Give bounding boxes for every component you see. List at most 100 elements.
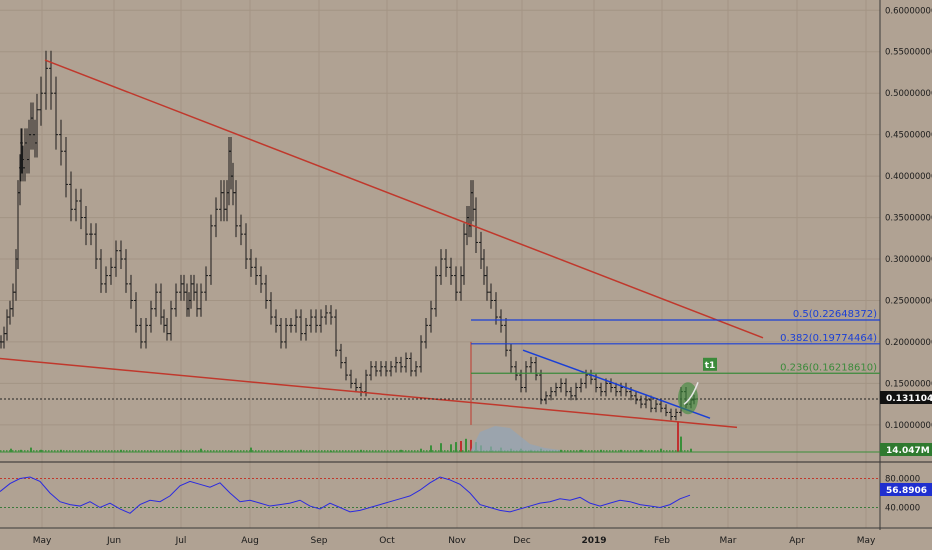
volume-bar-baseline — [615, 450, 617, 452]
volume-bar-baseline — [63, 450, 65, 452]
volume-bar-baseline — [228, 450, 230, 452]
volume-bar-baseline — [132, 450, 134, 452]
volume-bar — [460, 441, 462, 452]
volume-bar-baseline — [294, 450, 296, 452]
volume-bar-baseline — [267, 450, 269, 452]
volume-bar — [465, 438, 467, 452]
volume-bar — [450, 444, 452, 452]
time-tick-label: Apr — [789, 536, 805, 546]
volume-bar-baseline — [357, 450, 359, 452]
volume-label-bg — [880, 443, 932, 456]
time-tick-label: Nov — [448, 536, 466, 546]
volume-bar-baseline — [306, 450, 308, 452]
volume-bar-baseline — [0, 450, 2, 452]
volume-bar-baseline — [216, 450, 218, 452]
inner-trendline — [522, 349, 711, 419]
volume-bar-baseline — [282, 450, 284, 452]
volume-bar-baseline — [84, 450, 86, 452]
volume-bar-baseline — [279, 450, 281, 452]
volume-bar-baseline — [438, 450, 440, 452]
volume-bar-baseline — [138, 450, 140, 452]
volume-bar-baseline — [255, 450, 257, 452]
time-tick-label: Sep — [311, 536, 328, 546]
volume-bar-baseline — [345, 450, 347, 452]
volume-bar-baseline — [636, 450, 638, 452]
volume-bar-baseline — [225, 450, 227, 452]
rsi-label-bg — [880, 483, 932, 496]
volume-bar-baseline — [411, 450, 413, 452]
volume-bar-baseline — [174, 450, 176, 452]
volume-bar-baseline — [429, 450, 431, 452]
volume-bar-baseline — [405, 450, 407, 452]
volume-bar-baseline — [219, 450, 221, 452]
price-axis: 0.60000000 0.55000000 0.50000000 0.45000000… — [885, 6, 932, 513]
volume-bar-baseline — [159, 450, 161, 452]
volume-bar-baseline — [363, 450, 365, 452]
volume-bar — [470, 439, 472, 452]
volume-bar-baseline — [387, 450, 389, 452]
volume-bar-baseline — [93, 450, 95, 452]
volume-bar — [580, 449, 582, 452]
volume-bar-baseline — [291, 450, 293, 452]
volume-bar-baseline — [6, 450, 8, 452]
volume-bar-baseline — [639, 450, 641, 452]
time-tick-label: Mar — [720, 536, 737, 546]
volume-bar-baseline — [576, 450, 578, 452]
volume-bar — [430, 445, 432, 452]
volume-bar-baseline — [186, 450, 188, 452]
volume-bar — [250, 447, 252, 452]
upper-trendline — [44, 59, 764, 339]
breakout-arrow — [683, 382, 699, 405]
volume-bar — [90, 450, 92, 452]
volume-bar-baseline — [261, 450, 263, 452]
volume-bar-baseline — [312, 450, 314, 452]
rsi-tick-label: 40.0000 — [885, 504, 920, 514]
volume-bar-baseline — [624, 450, 626, 452]
time-tick-label: Feb — [654, 536, 670, 546]
price-tick-label: 0.45000000 — [885, 131, 932, 141]
volume-bar-baseline — [15, 450, 17, 452]
volume-bar-baseline — [423, 450, 425, 452]
volume-bar-baseline — [447, 450, 449, 452]
volume-bar-baseline — [222, 450, 224, 452]
volume-bar — [440, 443, 442, 452]
volume-bar — [455, 442, 457, 452]
volume-bar — [120, 449, 122, 452]
volume-bar-baseline — [39, 450, 41, 452]
time-tick-label: 2019 — [581, 536, 606, 546]
volume-bar-baseline — [594, 450, 596, 452]
volume-bar-baseline — [78, 450, 80, 452]
price-tick-label: 0.15000000 — [885, 379, 932, 389]
volume-bar-baseline — [9, 450, 11, 452]
price-tick-label: 0.25000000 — [885, 296, 932, 306]
volume-bar-baseline — [141, 450, 143, 452]
volume-bar-baseline — [309, 450, 311, 452]
volume-bar-baseline — [195, 450, 197, 452]
volume-bar-baseline — [468, 450, 470, 452]
volume-bar-baseline — [426, 450, 428, 452]
volume-bar-baseline — [123, 450, 125, 452]
volume-bar — [40, 449, 42, 452]
volume-bar-baseline — [147, 450, 149, 452]
current-price-label: 0.13110485 — [886, 394, 932, 404]
volume-bar-baseline — [264, 450, 266, 452]
time-tick-label: May — [857, 536, 876, 546]
volume-bar-baseline — [270, 450, 272, 452]
volume-bar-baseline — [324, 450, 326, 452]
price-tick-label: 0.30000000 — [885, 255, 932, 265]
volume-bar-baseline — [612, 450, 614, 452]
volume-bar-baseline — [588, 450, 590, 452]
volume-bar-baseline — [303, 450, 305, 452]
fib-level-0382-label: 0.382(0.19774464) — [780, 333, 877, 344]
chart-drawings[interactable]: 0.5(0.22648372) 0.382(0.19774464) 0.236(0.… — [0, 59, 880, 429]
volume-bar-baseline — [669, 450, 671, 452]
volume-bar-baseline — [96, 450, 98, 452]
highlight-circle — [678, 382, 698, 415]
volume-bar-baseline — [606, 450, 608, 452]
volume-bar-baseline — [351, 450, 353, 452]
volume-bar — [150, 450, 152, 452]
volume-bar — [330, 450, 332, 452]
volume-bar-baseline — [81, 450, 83, 452]
volume-bar-baseline — [198, 450, 200, 452]
